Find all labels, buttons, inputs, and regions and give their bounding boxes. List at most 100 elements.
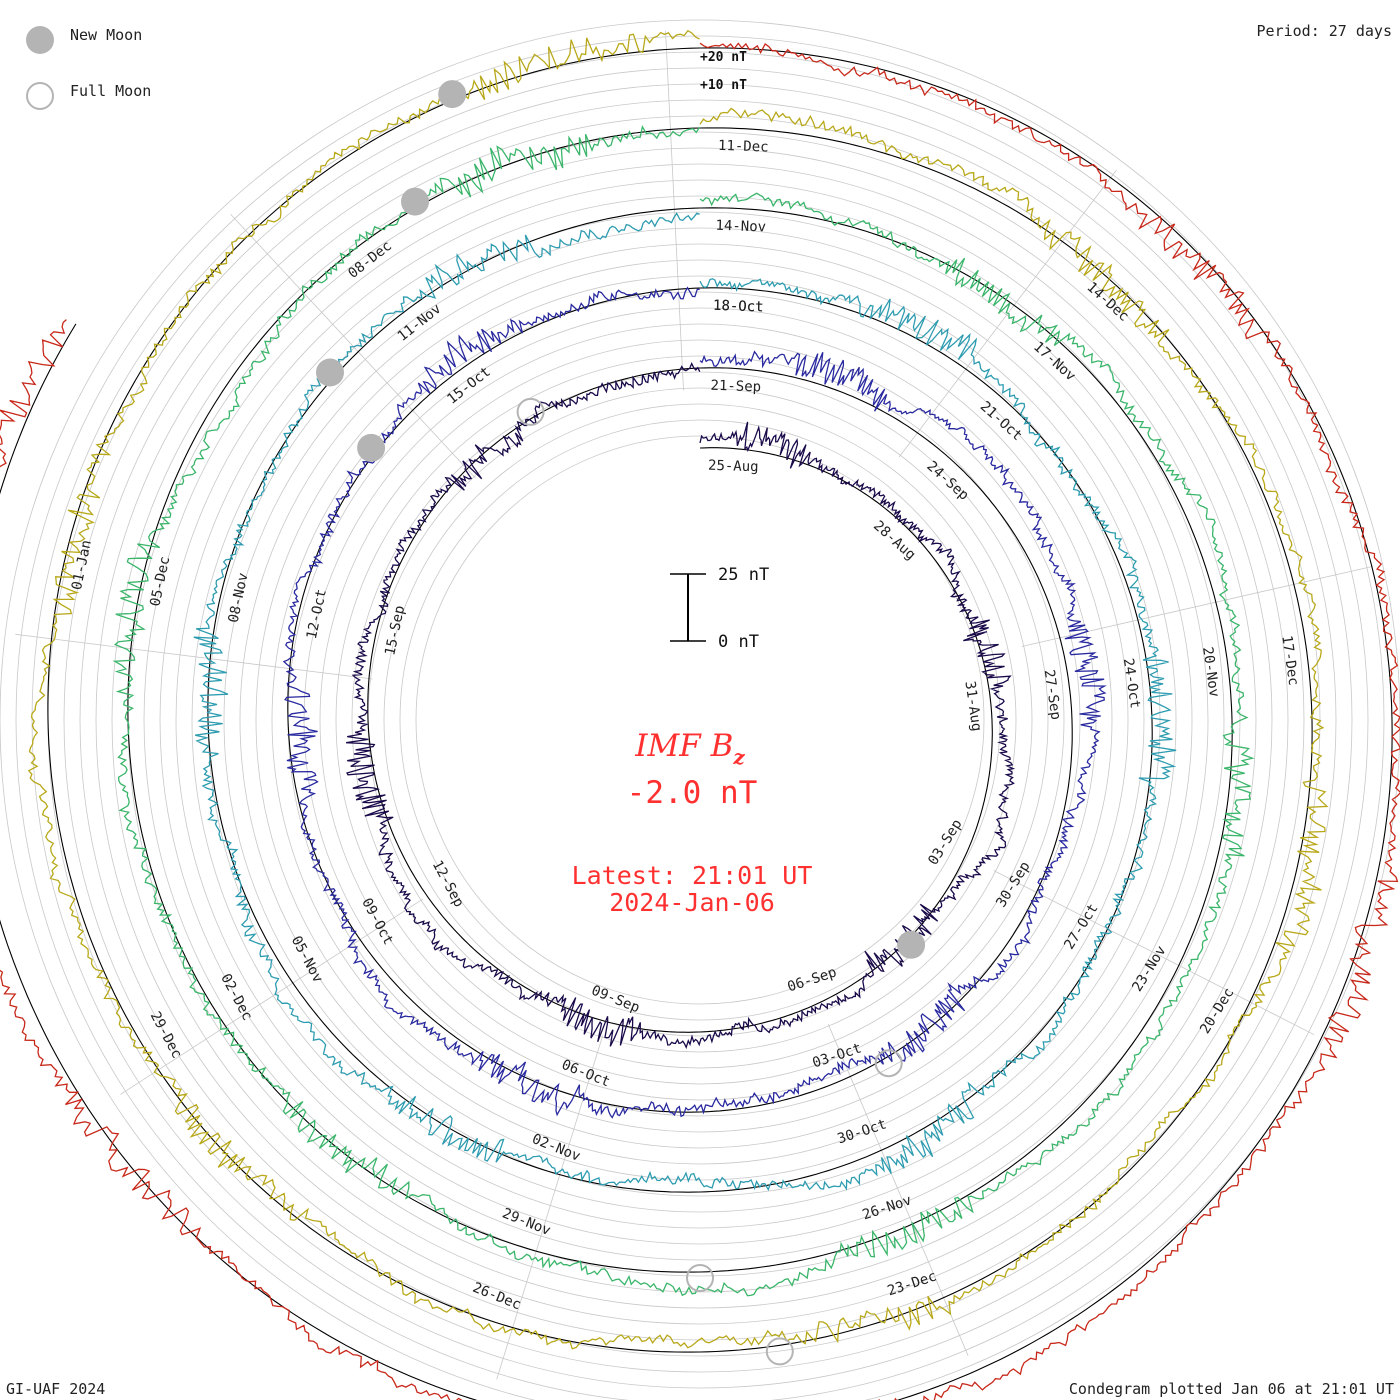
grid-circle (95, 115, 1305, 1325)
date-label: 18-Oct (713, 298, 764, 316)
day-spoke (496, 1035, 604, 1380)
date-label: 29-Dec (147, 1009, 185, 1061)
date-label: 23-Dec (886, 1268, 939, 1299)
full-moon-marker (516, 397, 545, 426)
ring-scale-label-10: +10 nT (700, 78, 747, 93)
credit-label: GI-UAF 2024 (6, 1380, 106, 1398)
date-label: 09-Sep (589, 983, 642, 1017)
scale-bar-top-label: 25 nT (718, 565, 769, 585)
date-label: 24-Oct (1120, 657, 1143, 709)
day-spoke (827, 1023, 969, 1356)
date-label: 01-Jan (69, 539, 95, 592)
day-spokes (15, 30, 1373, 1380)
grid-circle (271, 291, 1129, 1149)
date-label: 30-Sep (993, 859, 1033, 910)
grid-circle (0, 19, 1400, 1400)
date-label: 09-Oct (358, 896, 396, 948)
new-moon-marker (897, 930, 926, 959)
grid-circle (47, 67, 1353, 1373)
grid-circle (351, 371, 1049, 1069)
series-trace-2 (193, 212, 1177, 1192)
date-label: 03-Sep (925, 817, 965, 868)
series-traces (0, 29, 1400, 1400)
series-trace-3 (112, 125, 1255, 1297)
date-label: 31-Aug (961, 680, 984, 732)
date-labels: 25-Aug 28-Aug 31-Aug 03-Sep 06-Sep 09-Sep 12-S… (69, 138, 1301, 1313)
date-label: 05-Nov (288, 933, 326, 985)
grid-circle (207, 227, 1193, 1213)
new-moon-icon (26, 26, 54, 54)
ring-scale-label-20: +20 nT (700, 50, 747, 65)
svg-text:IMF Bz: IMF Bz (634, 728, 745, 769)
parameter-name: IMF B (634, 728, 733, 764)
period-label: Period: 27 days (1256, 22, 1392, 40)
grid-circle (383, 403, 1017, 1037)
series-trace-1 (282, 286, 1107, 1119)
grid-circle (15, 35, 1385, 1400)
new-moon-marker (357, 433, 386, 462)
grid-circle (79, 99, 1321, 1341)
grid-circle (31, 51, 1369, 1389)
date-label: 20-Dec (1197, 985, 1237, 1036)
grid-circle (175, 195, 1225, 1245)
date-label: 12-Sep (429, 858, 467, 910)
date-label: 27-Sep (1041, 669, 1064, 721)
date-label: 02-Dec (217, 971, 255, 1023)
grid-circle (159, 179, 1241, 1261)
latest-date: 2024-Jan-06 (609, 888, 775, 917)
grid-circle (111, 131, 1289, 1309)
day-spoke (665, 30, 684, 391)
series-trace-5 (0, 42, 1400, 1400)
date-label: 15-Oct (444, 364, 494, 408)
grid-circle (415, 435, 985, 1005)
legend-new-moon: New Moon (26, 12, 151, 68)
day-spoke (993, 870, 1315, 1036)
legend-full-moon-label: Full Moon (70, 82, 152, 100)
date-label: 14-Nov (715, 218, 766, 236)
series-baselines (0, 47, 1393, 1400)
latest-time: Latest: 21:01 UT (572, 861, 813, 890)
grid-circle (223, 243, 1177, 1197)
new-moon-marker (316, 358, 344, 387)
scale-bar: 25 nT 0 nT (670, 565, 769, 652)
date-label: 26-Nov (861, 1192, 914, 1223)
moon-legend: New Moon Full Moon (26, 12, 151, 124)
new-moon-marker (438, 80, 467, 109)
day-spoke (15, 633, 373, 680)
legend-new-moon-label: New Moon (70, 26, 143, 44)
date-label: 02-Nov (530, 1131, 583, 1165)
date-label: 08-Nov (226, 571, 252, 624)
moon-markers (316, 80, 926, 1366)
date-label: 28-Aug (870, 518, 918, 564)
date-label: 06-Oct (559, 1057, 612, 1091)
grid-circle (367, 387, 1033, 1053)
date-label: 23-Nov (1129, 943, 1169, 994)
grid-circle (127, 147, 1273, 1293)
date-label: 29-Nov (500, 1205, 553, 1239)
date-label: 26-Dec (470, 1280, 523, 1314)
series-trace-4 (27, 29, 1329, 1350)
radial-grid (0, 19, 1400, 1400)
plotted-label: Condegram plotted Jan 06 at 21:01 UT (1068, 1380, 1394, 1398)
full-moon-marker (874, 1049, 903, 1078)
legend-full-moon: Full Moon (26, 68, 151, 124)
date-label: 05-Dec (147, 555, 173, 608)
grid-circle (335, 355, 1065, 1085)
date-label: 25-Aug (708, 458, 759, 476)
series-trace-0 (346, 362, 1016, 1050)
grid-circle (191, 211, 1209, 1229)
grid-circle (319, 339, 1081, 1101)
full-moon-marker (765, 1337, 794, 1366)
current-value: -2.0 nT (627, 775, 758, 811)
date-label: 06-Sep (786, 964, 839, 995)
date-label: 21-Sep (710, 378, 761, 396)
zero-baseline (0, 47, 1393, 1400)
full-moon-icon (26, 82, 54, 110)
date-label: 17-Dec (1278, 634, 1301, 686)
grid-circle (287, 307, 1113, 1133)
grid-circle (63, 83, 1337, 1357)
scale-bar-bottom-label: 0 nT (718, 632, 759, 652)
grid-circle (399, 419, 1001, 1021)
date-label: 20-Nov (1199, 646, 1222, 698)
